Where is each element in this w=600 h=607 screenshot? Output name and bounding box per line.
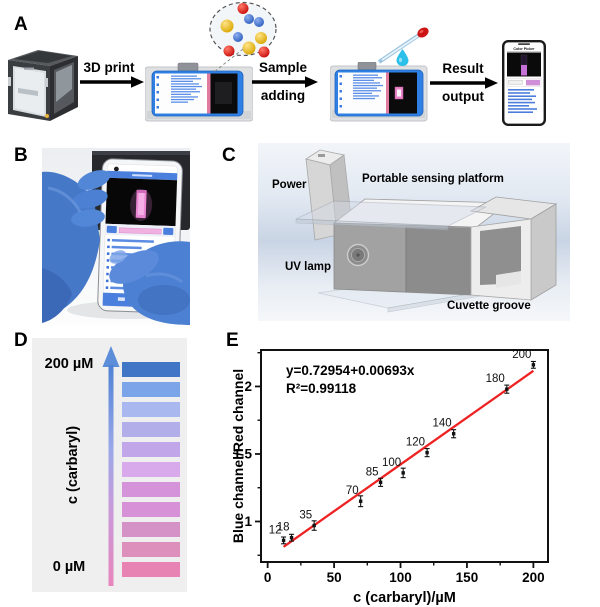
- x-tick-label: 50: [327, 570, 342, 585]
- step-sample-label-1: Sample: [258, 60, 308, 75]
- fit-line: [282, 369, 535, 548]
- data-point-label: 200: [512, 349, 531, 361]
- lid-plate: [295, 200, 487, 231]
- step-3d-print-label: 3D print: [83, 60, 135, 75]
- arrow-right-icon: [252, 76, 318, 88]
- cuvette-groove-box: [469, 196, 558, 301]
- gradient-bar: [122, 522, 180, 537]
- label-uv-lamp: UV lamp: [285, 261, 332, 273]
- label-power: Power: [272, 179, 307, 191]
- printer-3d-icon: [8, 50, 78, 121]
- bottom-concentration-label: 0 µM: [52, 559, 86, 575]
- gradient-bar: [122, 422, 180, 437]
- arrow-right-icon: [430, 77, 498, 89]
- molecule-cluster-icon: [209, 1, 277, 58]
- cuvette: [520, 54, 528, 66]
- y-tick-label: 1.5: [233, 446, 252, 461]
- concentration-arrow-icon: [102, 346, 120, 586]
- data-point-label: 35: [299, 510, 312, 522]
- y-tick-label: 2: [244, 379, 252, 394]
- data-point: [289, 535, 294, 540]
- x-tick-label: 150: [456, 570, 479, 585]
- top-concentration-label: 200 µM: [44, 356, 94, 372]
- panel-b-photo: [42, 148, 190, 325]
- data-point: [358, 499, 363, 503]
- data-point: [531, 363, 536, 367]
- camera-hole-icon: [113, 166, 119, 172]
- panel-c-diagram: [258, 143, 570, 321]
- label-cuvette-groove: Cuvette groove: [447, 300, 531, 312]
- fit-equation: y=0.72954+0.00693x: [286, 363, 415, 378]
- gradient-bar: [122, 562, 180, 577]
- dashed-connector: [213, 48, 244, 73]
- x-axis-label: c (carbaryl)/µM: [353, 590, 456, 605]
- data-point-label: 12: [269, 524, 282, 536]
- result-button: [526, 79, 540, 86]
- plot-frame: [260, 349, 549, 563]
- pipette-icon: [377, 27, 429, 64]
- gradient-bar: [122, 362, 180, 377]
- data-point: [401, 471, 405, 475]
- step-result-label-2: output: [442, 89, 484, 104]
- sensing-platform-phone-1: [145, 62, 253, 122]
- data-point-label: 120: [406, 437, 425, 449]
- gradient-bar: [122, 442, 180, 457]
- panel-d-label: D: [14, 330, 28, 351]
- label-platform: Portable sensing platform: [362, 173, 504, 185]
- x-tick-label: 100: [389, 570, 412, 585]
- data-point: [505, 387, 509, 391]
- result-phone-title: Color Picker: [513, 47, 535, 51]
- data-point: [451, 432, 456, 436]
- fit-r-squared: R²=0.99118: [286, 381, 357, 396]
- panel-e-label: E: [226, 330, 239, 351]
- data-point-label: 140: [432, 418, 451, 430]
- gradient-bar: [122, 402, 180, 417]
- data-point: [312, 523, 316, 528]
- panel-c-label: C: [222, 145, 236, 166]
- gradient-bar: [122, 482, 180, 497]
- y-tick-label: 1: [244, 514, 252, 529]
- panel-b-label: B: [14, 145, 28, 166]
- glove-left: [42, 170, 111, 323]
- gradient-bar: [122, 542, 180, 557]
- data-point-label: 70: [346, 485, 359, 497]
- gradient-bar: [122, 382, 180, 397]
- gradient-bars: [122, 362, 180, 577]
- step-result-label-1: Result: [442, 61, 484, 76]
- device-body: [332, 198, 510, 296]
- panel-a-label: A: [14, 14, 28, 35]
- result-phone: Color Picker: [502, 40, 546, 126]
- screen-text-lines: [353, 74, 383, 100]
- concentration-axis-label: c (carbaryl): [65, 425, 81, 505]
- sensing-platform-phone-2: [330, 62, 428, 122]
- x-tick-label: 0: [264, 570, 272, 585]
- gradient-bar: [122, 462, 180, 477]
- glove-right: [109, 241, 190, 325]
- screen-text-lines: [508, 89, 537, 113]
- gradient-bar: [122, 502, 180, 517]
- x-tick-label: 200: [522, 570, 545, 585]
- calibration-chart: 0 50 100 150 200 1 1.5 2 c (carbaryl)/µM Blue cha…: [232, 349, 549, 605]
- data-point-label: 18: [277, 522, 290, 534]
- arrow-right-icon: [80, 76, 144, 88]
- droplet-icon: [396, 49, 409, 66]
- data-point: [281, 538, 286, 543]
- data-point: [425, 450, 429, 455]
- data-point: [378, 480, 383, 485]
- screen-text-lines: [171, 75, 202, 103]
- data-point-label: 85: [366, 466, 379, 478]
- data-point-label: 180: [486, 373, 505, 385]
- data-point-label: 100: [382, 457, 401, 469]
- y-axis-label: Blue channel/Red channel: [232, 369, 246, 543]
- step-sample-label-2: adding: [260, 88, 306, 103]
